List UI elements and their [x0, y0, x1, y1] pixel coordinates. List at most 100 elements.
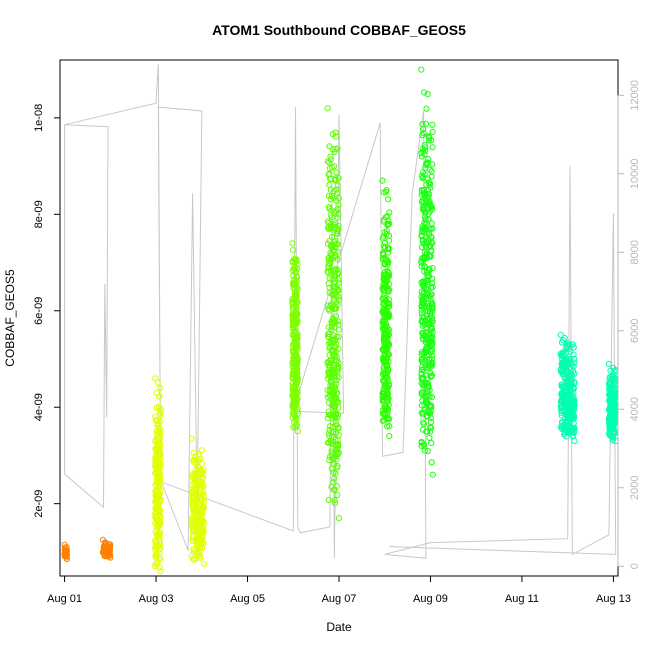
- data-point: [328, 382, 336, 389]
- data-point: [425, 338, 432, 345]
- data-point: [561, 425, 568, 432]
- data-point: [200, 498, 208, 505]
- data-point: [419, 363, 426, 371]
- plot-area: [61, 63, 619, 575]
- data-point: [385, 416, 392, 423]
- data-point: [562, 399, 569, 406]
- data-point: [194, 541, 201, 548]
- data-point: [294, 356, 301, 363]
- data-point: [330, 461, 337, 468]
- data-point: [331, 239, 338, 246]
- data-point: [559, 349, 566, 356]
- data-point: [385, 258, 392, 266]
- data-point: [422, 164, 429, 171]
- data-point: [418, 310, 425, 317]
- data-point: [289, 414, 296, 421]
- data-point: [332, 146, 339, 153]
- data-point: [385, 218, 392, 225]
- data-point: [384, 277, 391, 284]
- data-point: [428, 356, 435, 363]
- data-point: [418, 366, 425, 373]
- data-point: [332, 133, 340, 140]
- y2-tick-label: 10000: [629, 158, 641, 189]
- data-point: [107, 541, 114, 548]
- data-point: [381, 229, 388, 236]
- data-point: [334, 441, 341, 448]
- data-point: [152, 463, 159, 470]
- y2-tick-label: 8000: [629, 240, 641, 264]
- data-point: [380, 307, 387, 314]
- data-point: [421, 219, 428, 226]
- data-point: [334, 189, 341, 196]
- data-point: [293, 402, 300, 409]
- data-point: [427, 184, 434, 191]
- data-point: [381, 322, 388, 329]
- data-point: [190, 457, 197, 464]
- data-point: [383, 363, 390, 370]
- data-point: [419, 426, 427, 433]
- data-point: [294, 260, 301, 268]
- data-point: [152, 542, 159, 550]
- data-cluster: [289, 240, 301, 435]
- data-point: [421, 214, 428, 221]
- data-point: [425, 320, 432, 327]
- data-point: [326, 430, 333, 437]
- data-point: [334, 389, 341, 397]
- data-point: [194, 548, 201, 556]
- data-point: [153, 427, 160, 434]
- data-point: [335, 425, 342, 432]
- data-point: [157, 478, 164, 485]
- data-point: [152, 455, 159, 462]
- data-point: [384, 389, 391, 396]
- data-point: [190, 548, 197, 555]
- data-point: [384, 406, 391, 413]
- data-point: [327, 195, 334, 203]
- data-point: [425, 383, 432, 391]
- data-point: [419, 255, 426, 262]
- data-point: [154, 455, 162, 462]
- data-point: [294, 410, 301, 417]
- data-point: [330, 187, 337, 195]
- data-point: [157, 430, 164, 437]
- data-point: [190, 449, 197, 456]
- data-point: [61, 541, 68, 548]
- data-point: [419, 375, 426, 382]
- data-point: [290, 393, 297, 400]
- data-point: [334, 366, 342, 373]
- data-point: [428, 335, 435, 342]
- y2-tick-label: 12000: [629, 80, 641, 111]
- data-point: [333, 421, 340, 428]
- data-point: [289, 315, 297, 322]
- data-point: [426, 181, 433, 188]
- data-point: [156, 564, 163, 571]
- data-point: [292, 377, 299, 384]
- data-point: [157, 513, 164, 520]
- data-point: [293, 291, 300, 298]
- altitude-trace-line: [64, 63, 617, 559]
- data-point: [326, 433, 333, 440]
- data-point: [419, 290, 427, 297]
- data-point: [419, 132, 426, 139]
- data-point: [327, 153, 334, 160]
- data-point: [329, 275, 336, 282]
- data-point: [330, 404, 338, 411]
- data-point: [155, 461, 162, 469]
- data-point: [155, 529, 162, 537]
- data-point: [328, 318, 335, 325]
- data-point: [193, 512, 200, 519]
- data-point: [611, 392, 618, 399]
- data-point: [329, 233, 336, 241]
- data-point: [189, 522, 196, 529]
- data-point: [381, 404, 388, 411]
- data-point: [607, 419, 614, 426]
- data-point: [421, 89, 428, 96]
- data-point: [429, 308, 436, 315]
- data-point: [155, 393, 163, 400]
- data-point: [291, 326, 298, 333]
- data-point: [565, 406, 572, 413]
- y2-tick-label: 4000: [629, 397, 641, 421]
- data-point: [326, 205, 333, 212]
- data-point: [424, 393, 431, 400]
- data-point: [157, 496, 164, 504]
